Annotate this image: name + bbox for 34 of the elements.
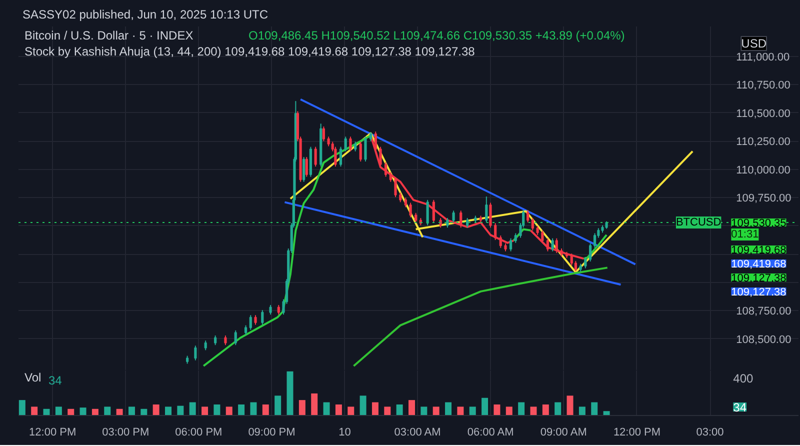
- annotation: 34: [48, 374, 62, 388]
- y-tick-label: 110,000.00: [736, 164, 790, 176]
- y-tick-label: 110,750.00: [736, 80, 790, 92]
- y-tick-label: 109,750.00: [736, 192, 792, 205]
- x-tick-label: 06:00 PM: [175, 426, 222, 438]
- y-tick-label: 111,000.00: [736, 51, 790, 64]
- ref-line-label: BTCUSD: [676, 216, 722, 228]
- x-tick-label: 03:00 AM: [394, 426, 441, 438]
- x-tick-label: 06:00 AM: [467, 426, 514, 438]
- annotation: Stock by Kashish Ahuja (13, 44, 200) 109,419.68 109,419.68 109,127.38 109,127.38: [24, 44, 476, 58]
- chart-title: Bitcoin / U.S. Dollar · 5 · INDEX: [24, 28, 194, 42]
- y-tick-label: 108,750.00: [736, 306, 792, 318]
- y-tick-label: 110,500.00: [736, 108, 790, 120]
- annotation: 34: [733, 400, 747, 414]
- x-tick-label: 09:00 PM: [248, 426, 296, 438]
- annotation: 01:31: [731, 228, 759, 240]
- annotation: 109,127.38: [731, 272, 786, 284]
- annotation: 109,127.38: [731, 286, 786, 298]
- y-tick-label: 110,250.00: [736, 136, 790, 148]
- y-tick-label: 108,500.00: [736, 334, 792, 346]
- annotation: USD: [741, 36, 767, 50]
- x-tick-label: 09:00 AM: [540, 426, 587, 438]
- annotation: 109,419.68: [731, 258, 786, 270]
- x-tick-label: 03:00: [696, 426, 724, 438]
- annotation: Vol: [24, 370, 42, 384]
- x-tick-label: 12:00 PM: [613, 426, 661, 438]
- x-tick-label: 03:00 PM: [102, 426, 150, 438]
- annotation: 109,419.68: [731, 244, 786, 256]
- chart-subtitle: O109,486.45 H109,540.52 L109,474.66 C109,530.35 +43.89 (+0.04%): [248, 28, 625, 42]
- x-tick-label: 12:00 PM: [29, 426, 76, 438]
- x-tick-label: 10: [338, 426, 351, 438]
- annotation: 400: [733, 372, 754, 386]
- annotation: 109,530.35: [731, 217, 786, 230]
- text: SASSY02 published, Jun 10, 2025 10:13 UTC: [22, 8, 268, 22]
